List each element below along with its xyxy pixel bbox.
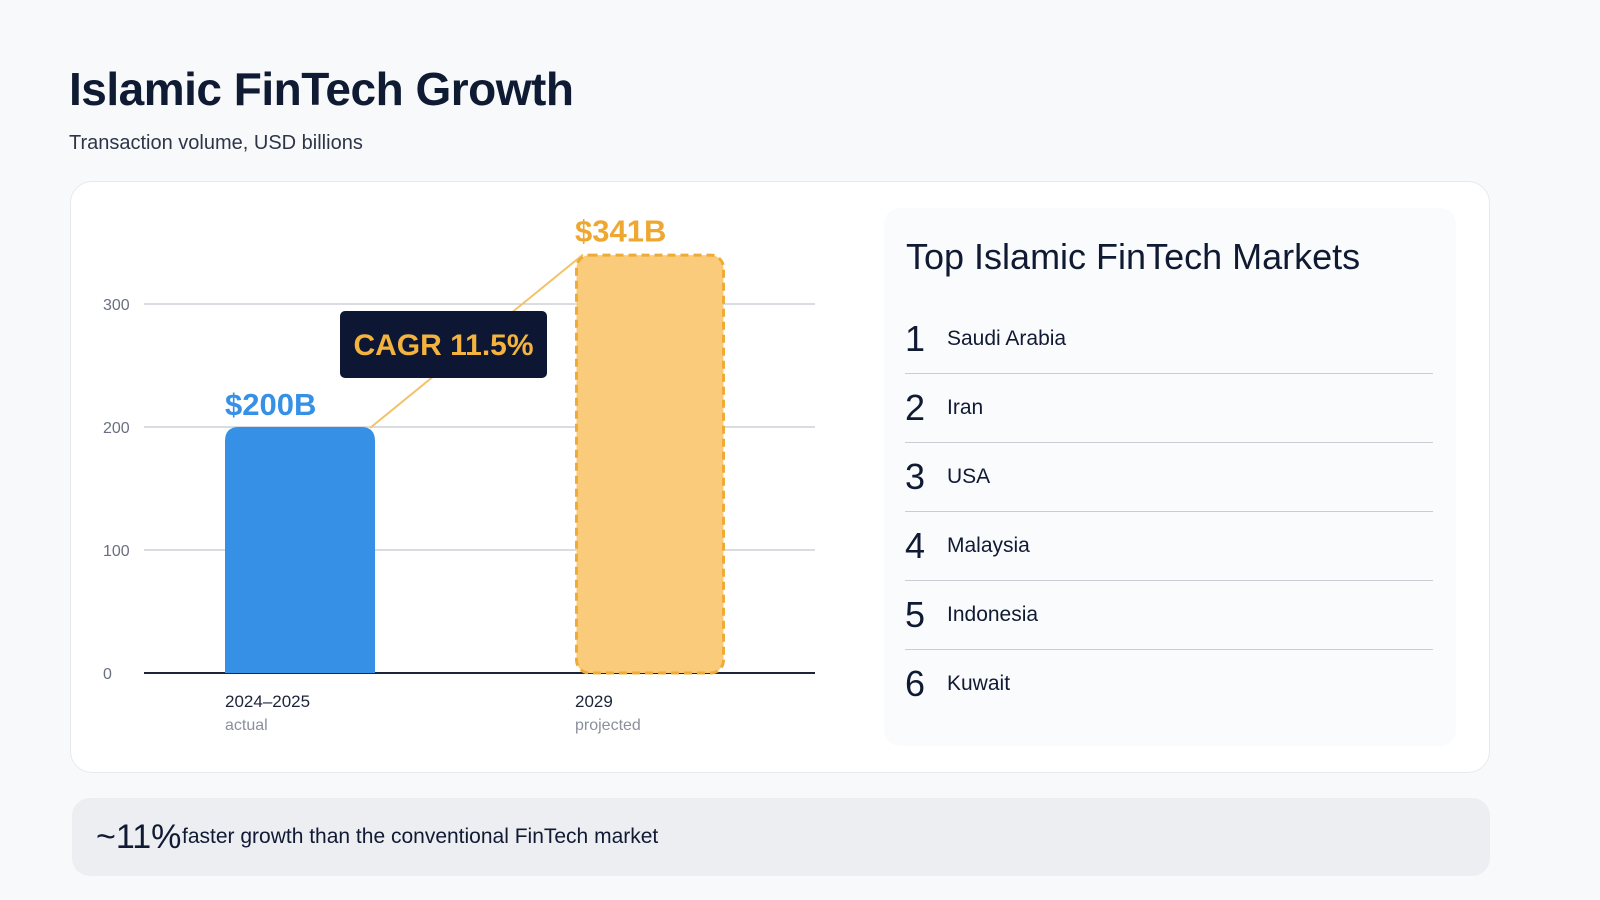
- market-name: Kuwait: [947, 672, 1011, 695]
- market-rank: 5: [905, 594, 926, 635]
- market-item: 5 Indonesia: [905, 581, 1433, 650]
- y-tick-label: 200: [103, 420, 130, 437]
- market-name: Iran: [947, 396, 984, 419]
- markets-panel: [884, 208, 1456, 746]
- bars: [225, 253, 725, 675]
- market-rank: 1: [905, 318, 926, 359]
- market-rank: 3: [905, 456, 926, 497]
- markets-list: 1 Saudi Arabia 2 Iran 3 USA 4 Malaysia 5 Indonesi…: [905, 305, 1433, 719]
- x-tick-label: 2024–2025: [225, 692, 310, 711]
- footer-banner: ~11% faster growth than the conventional…: [72, 798, 1490, 876]
- market-item: 6 Kuwait: [905, 650, 1433, 719]
- markets-title: Top Islamic FinTech Markets: [906, 236, 1361, 277]
- labels: $200B 2024–2025 actual $341B 2029 projected: [225, 214, 666, 734]
- x-tick-note: projected: [575, 717, 641, 734]
- cagr-badge-label: CAGR 11.5%: [353, 329, 533, 362]
- cagr-badge: CAGR 11.5%: [340, 311, 547, 378]
- market-item: 1 Saudi Arabia: [905, 305, 1433, 374]
- x-tick-note: actual: [225, 717, 268, 734]
- y-tick-label: 100: [103, 543, 130, 560]
- market-name: Indonesia: [947, 603, 1039, 626]
- market-item: 4 Malaysia: [905, 512, 1433, 581]
- bar-projected: [575, 253, 725, 675]
- y-tick-label: 300: [103, 297, 130, 314]
- page-subtitle: Transaction volume, USD billions: [69, 132, 363, 154]
- market-name: USA: [947, 465, 991, 488]
- y-tick-label: 0: [103, 666, 112, 683]
- x-tick-label: 2029: [575, 692, 613, 711]
- market-rank: 4: [905, 525, 926, 566]
- market-item: 2 Iran: [905, 374, 1433, 443]
- market-name: Malaysia: [947, 534, 1030, 557]
- bar-value-label: $200B: [225, 387, 316, 422]
- footer-stat: ~11%: [96, 818, 182, 856]
- cagr-badge-bg: [340, 311, 547, 378]
- market-rank: 6: [905, 663, 926, 704]
- bar-actual: [225, 427, 375, 673]
- footer-text: faster growth than the conventional FinT…: [182, 825, 659, 848]
- bar-value-label: $341B: [575, 214, 666, 249]
- market-item: 3 USA: [905, 443, 1433, 512]
- market-name: Saudi Arabia: [947, 327, 1067, 350]
- page-title: Islamic FinTech Growth: [69, 63, 574, 115]
- market-rank: 2: [905, 387, 926, 428]
